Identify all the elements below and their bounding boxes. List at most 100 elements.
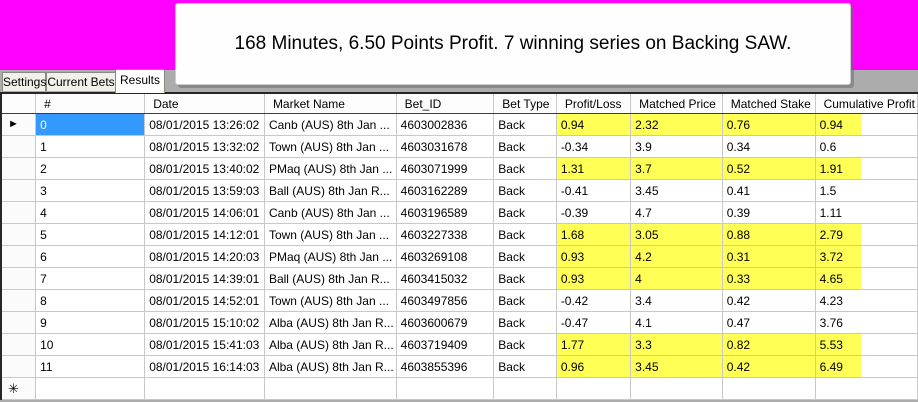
cell-date[interactable]: 08/01/2015 15:41:03	[144, 333, 265, 356]
cell-num[interactable]: 10	[35, 333, 146, 356]
cell-num[interactable]: 5	[35, 223, 146, 246]
cell-num[interactable]: 4	[35, 201, 146, 224]
cell-cumulative-profit[interactable]: 6.49	[814, 355, 918, 378]
cell-profit-loss[interactable]: -0.41	[555, 179, 632, 202]
cell-matched-price[interactable]: 3.45	[630, 355, 723, 378]
cell-market-name[interactable]: Canb (AUS) 8th Jan ...	[263, 201, 397, 224]
cell-bet-id[interactable]: 4603269108	[395, 245, 495, 268]
cell-market-name[interactable]: Town (AUS) 8th Jan ...	[263, 289, 397, 312]
cell-bet-type[interactable]: Back	[493, 157, 557, 180]
column-header-profit-loss[interactable]: Profit/Loss	[555, 92, 632, 114]
cell-bet-id-empty[interactable]	[395, 377, 495, 400]
row-selector[interactable]	[0, 157, 37, 180]
row-selector[interactable]	[0, 267, 37, 290]
cell-profit-loss[interactable]: -0.34	[555, 135, 632, 158]
column-header-matched-price[interactable]: Matched Price	[630, 92, 723, 114]
cell-matched-price[interactable]: 4.2	[630, 245, 723, 268]
cell-matched-stake[interactable]: 0.34	[721, 135, 816, 158]
cell-date[interactable]: 08/01/2015 14:52:01	[144, 289, 265, 312]
column-header-bet-id[interactable]: Bet_ID	[395, 92, 495, 114]
cell-market-name[interactable]: PMaq (AUS) 8th Jan ...	[263, 245, 397, 268]
cell-num[interactable]: 0	[35, 113, 146, 136]
row-selector[interactable]: ►	[0, 113, 37, 136]
row-selector[interactable]	[0, 311, 37, 334]
cell-num[interactable]: 2	[35, 157, 146, 180]
cell-cumulative-profit[interactable]: 1.5	[814, 179, 918, 202]
cell-bet-type[interactable]: Back	[493, 355, 557, 378]
cell-cumulative-profit[interactable]: 2.79	[814, 223, 918, 246]
cell-matched-price-empty[interactable]	[630, 377, 723, 400]
cell-matched-price[interactable]: 4.1	[630, 311, 723, 334]
cell-bet-id[interactable]: 4603162289	[395, 179, 495, 202]
column-header-matched-stake[interactable]: Matched Stake	[721, 92, 816, 114]
cell-date[interactable]: 08/01/2015 13:32:02	[144, 135, 265, 158]
cell-bet-id[interactable]: 4603719409	[395, 333, 495, 356]
cell-market-name[interactable]: Ball (AUS) 8th Jan R...	[263, 267, 397, 290]
cell-cumulative-profit[interactable]: 4.23	[814, 289, 918, 312]
cell-num[interactable]: 8	[35, 289, 146, 312]
cell-market-name[interactable]: Alba (AUS) 8th Jan R...	[263, 355, 397, 378]
cell-cumulative-profit[interactable]: 3.72	[814, 245, 918, 268]
cell-date[interactable]: 08/01/2015 13:40:02	[144, 157, 265, 180]
cell-market-name[interactable]: Town (AUS) 8th Jan ...	[263, 135, 397, 158]
row-selector[interactable]	[0, 201, 37, 224]
tab-current-bets[interactable]: Current Bets	[46, 72, 116, 91]
cell-matched-stake-empty[interactable]	[721, 377, 816, 400]
cell-matched-price[interactable]: 3.05	[630, 223, 723, 246]
column-header-date[interactable]: Date	[144, 92, 265, 114]
cell-matched-price[interactable]: 4.7	[630, 201, 723, 224]
column-header-bet-type[interactable]: Bet Type	[493, 92, 557, 114]
cell-profit-loss[interactable]: 1.77	[555, 333, 632, 356]
row-selector[interactable]	[0, 179, 37, 202]
cell-matched-price[interactable]: 3.3	[630, 333, 723, 356]
cell-profit-loss[interactable]: -0.39	[555, 201, 632, 224]
row-selector-header[interactable]	[0, 92, 37, 114]
cell-bet-type[interactable]: Back	[493, 333, 557, 356]
cell-matched-stake[interactable]: 0.42	[721, 355, 816, 378]
cell-profit-loss[interactable]: 0.94	[555, 113, 632, 136]
cell-bet-id[interactable]: 4603196589	[395, 201, 495, 224]
cell-num[interactable]: 1	[35, 135, 146, 158]
cell-bet-type[interactable]: Back	[493, 179, 557, 202]
cell-cumulative-profit[interactable]: 0.6	[814, 135, 918, 158]
cell-profit-loss[interactable]: 0.93	[555, 245, 632, 268]
column-header-cumulative-profit[interactable]: Cumulative Profit	[814, 92, 918, 114]
cell-cumulative-profit[interactable]: 1.91	[814, 157, 918, 180]
cell-market-name-empty[interactable]	[263, 377, 397, 400]
cell-num[interactable]: 6	[35, 245, 146, 268]
cell-bet-id[interactable]: 4603227338	[395, 223, 495, 246]
cell-profit-loss[interactable]: 0.96	[555, 355, 632, 378]
cell-matched-stake[interactable]: 0.33	[721, 267, 816, 290]
cell-matched-stake[interactable]: 0.47	[721, 311, 816, 334]
cell-bet-id[interactable]: 4603415032	[395, 267, 495, 290]
cell-cumulative-profit[interactable]: 4.65	[814, 267, 918, 290]
cell-date[interactable]: 08/01/2015 13:59:03	[144, 179, 265, 202]
cell-num-empty[interactable]	[35, 377, 146, 400]
cell-matched-stake[interactable]: 0.41	[721, 179, 816, 202]
cell-market-name[interactable]: Alba (AUS) 8th Jan R...	[263, 311, 397, 334]
cell-bet-type[interactable]: Back	[493, 311, 557, 334]
cell-bet-id[interactable]: 4603855396	[395, 355, 495, 378]
cell-date[interactable]: 08/01/2015 14:06:01	[144, 201, 265, 224]
cell-cumulative-profit[interactable]: 1.11	[814, 201, 918, 224]
cell-bet-type[interactable]: Back	[493, 201, 557, 224]
row-selector[interactable]	[0, 355, 37, 378]
cell-date[interactable]: 08/01/2015 14:39:01	[144, 267, 265, 290]
cell-market-name[interactable]: Ball (AUS) 8th Jan R...	[263, 179, 397, 202]
cell-date[interactable]: 08/01/2015 14:12:01	[144, 223, 265, 246]
cell-matched-stake[interactable]: 0.42	[721, 289, 816, 312]
cell-bet-id[interactable]: 4603002836	[395, 113, 495, 136]
cell-matched-stake[interactable]: 0.52	[721, 157, 816, 180]
cell-num[interactable]: 7	[35, 267, 146, 290]
cell-matched-stake[interactable]: 0.82	[721, 333, 816, 356]
cell-num[interactable]: 9	[35, 311, 146, 334]
cell-matched-price[interactable]: 2.32	[630, 113, 723, 136]
cell-matched-price[interactable]: 3.9	[630, 135, 723, 158]
cell-matched-stake[interactable]: 0.88	[721, 223, 816, 246]
cell-bet-type-empty[interactable]	[493, 377, 557, 400]
row-selector[interactable]	[0, 289, 37, 312]
column-header-market-name[interactable]: Market Name	[263, 92, 397, 114]
new-row-selector[interactable]: ✳	[0, 377, 37, 400]
cell-profit-loss[interactable]: 1.31	[555, 157, 632, 180]
cell-cumulative-profit[interactable]: 5.53	[814, 333, 918, 356]
